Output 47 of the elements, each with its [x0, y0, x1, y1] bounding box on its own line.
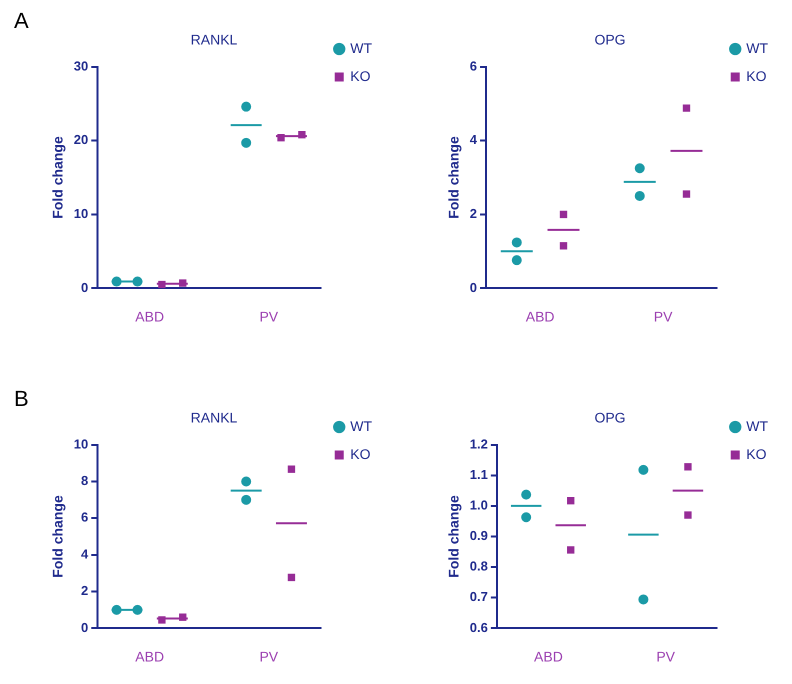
x-tick-label: PV — [656, 648, 676, 664]
y-tick-label: 6 — [81, 510, 88, 525]
y-tick-label: 0.9 — [470, 528, 488, 544]
legend-label: KO — [746, 446, 767, 462]
y-tick-label: 0.6 — [470, 620, 488, 635]
y-tick-label: 1.0 — [470, 498, 488, 513]
y-tick-label: 0.7 — [470, 589, 488, 604]
chart-title: RANKL — [190, 31, 238, 48]
legend-label: WT — [746, 40, 768, 56]
y-axis-title: Fold change — [49, 495, 66, 578]
y-tick-label: 1.2 — [470, 436, 488, 452]
x-tick-label: PV — [259, 648, 279, 664]
y-tick-label: 20 — [74, 132, 88, 148]
chart-title: OPG — [594, 31, 626, 48]
y-tick-label: 8 — [81, 473, 88, 488]
y-tick-label: 4 — [470, 132, 478, 148]
legend-label: KO — [746, 68, 767, 84]
y-tick-label: 30 — [74, 58, 88, 74]
y-tick-label: 4 — [81, 546, 90, 562]
y-tick-label: 1.1 — [470, 466, 488, 482]
chart-title: OPG — [594, 409, 626, 426]
legend-label: KO — [350, 68, 371, 84]
x-tick-label: PV — [259, 308, 279, 324]
y-tick-label: 0 — [470, 280, 478, 295]
y-tick-label: 10 — [74, 206, 88, 221]
y-axis-title: Fold change — [445, 495, 462, 578]
y-axis-title: Fold change — [49, 136, 66, 219]
x-tick-label: ABD — [526, 308, 555, 324]
x-tick-label: PV — [654, 308, 674, 324]
y-tick-label: 2 — [470, 206, 478, 221]
y-tick-label: 0 — [81, 280, 88, 295]
y-axis-title: Fold change — [445, 136, 462, 219]
legend-label: KO — [350, 446, 371, 462]
x-tick-label: ABD — [135, 648, 164, 664]
legend-label: WT — [350, 40, 372, 56]
y-tick-label: 0 — [81, 620, 88, 635]
y-tick-label: 2 — [81, 583, 88, 598]
text: A — [14, 8, 29, 34]
y-tick-label: 6 — [470, 58, 478, 74]
legend-label: WT — [746, 418, 768, 434]
text: B — [14, 386, 29, 412]
y-tick-label: 0.8 — [470, 558, 488, 574]
y-tick-label: 10 — [74, 436, 88, 452]
chart-title: RANKL — [190, 409, 238, 426]
x-tick-label: ABD — [534, 648, 563, 664]
x-tick-label: ABD — [135, 308, 164, 324]
legend-label: WT — [350, 418, 372, 434]
